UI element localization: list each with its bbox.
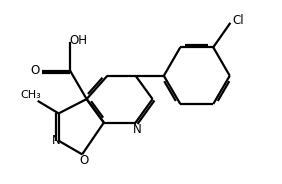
Text: O: O — [80, 154, 89, 167]
Text: N: N — [132, 123, 141, 136]
Text: Cl: Cl — [232, 14, 244, 27]
Text: N: N — [52, 134, 61, 147]
Text: CH₃: CH₃ — [21, 90, 41, 100]
Text: OH: OH — [69, 34, 87, 47]
Text: O: O — [31, 64, 40, 77]
